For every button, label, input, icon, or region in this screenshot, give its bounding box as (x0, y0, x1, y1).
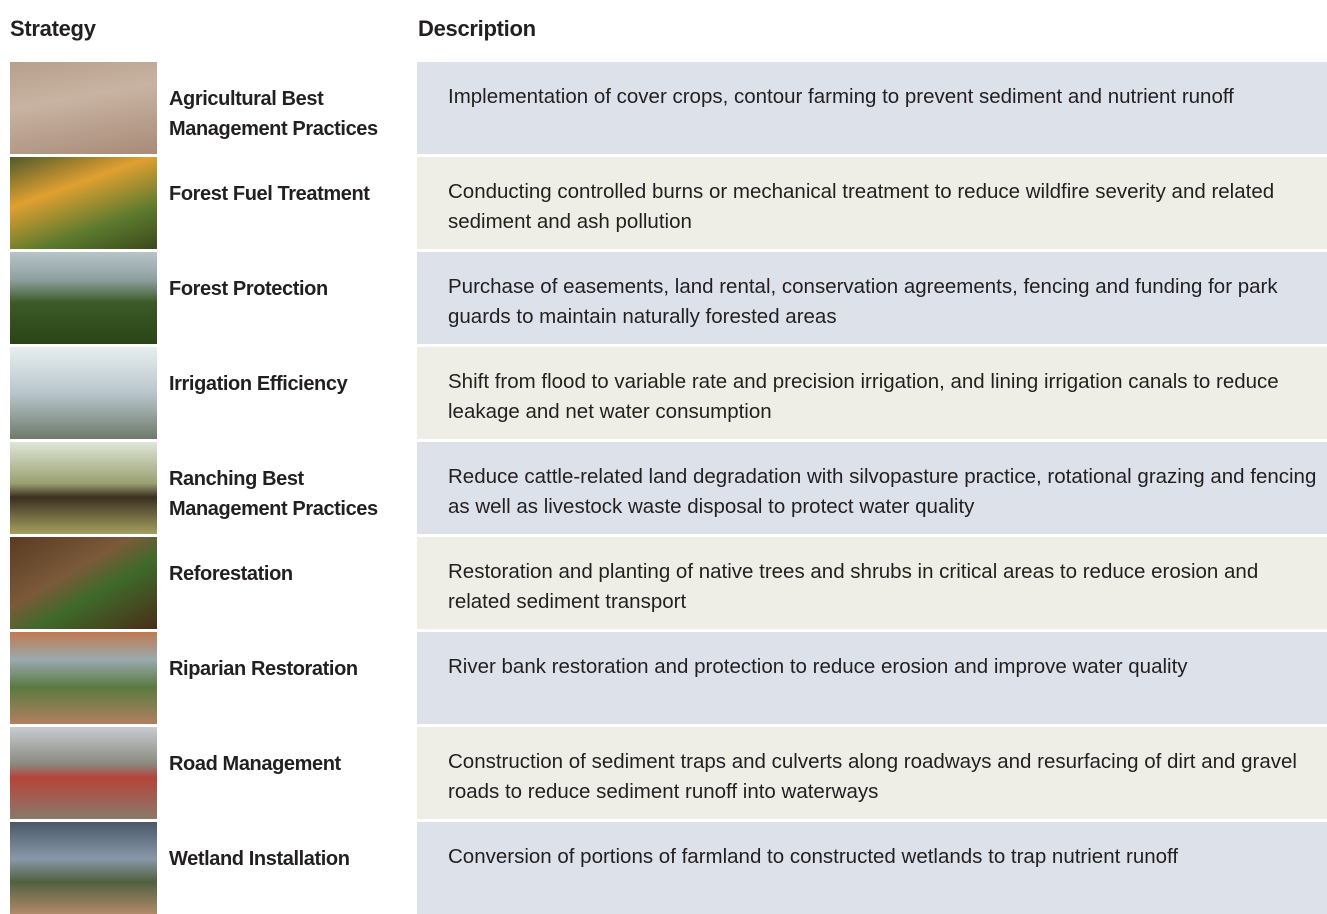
strategy-photo (10, 442, 157, 534)
table-row: Road Management Construction of sediment … (0, 727, 1327, 819)
description-cell: Conversion of portions of farmland to co… (417, 822, 1327, 914)
strategy-photo (10, 157, 157, 249)
table-row: Wetland Installation Conversion of portio… (0, 822, 1327, 914)
description-text: Conducting controlled burns or mechanica… (448, 180, 1275, 233)
strategy-photo (10, 632, 157, 724)
description-cell: Shift from flood to variable rate and pr… (417, 347, 1327, 439)
strategy-name: Forest Fuel Treatment (169, 183, 370, 205)
table-row: Agricultural Best Management Practices Im… (0, 62, 1327, 154)
strategy-photo (10, 822, 157, 914)
strategy-name: Irrigation Efficiency (169, 373, 348, 395)
strategy-name: Reforestation (169, 563, 293, 585)
strategy-photo (10, 537, 157, 629)
table-row: Ranching Best Management Practices Reduce… (0, 442, 1327, 534)
strategy-name: Wetland Installation (169, 848, 350, 870)
strategy-photo (10, 252, 157, 344)
table-row: Forest Fuel Treatment Conducting controll… (0, 157, 1327, 249)
description-text: Restoration and planting of native trees… (448, 560, 1259, 613)
strategy-name: Ranching Best Management Practices (169, 468, 378, 520)
strategy-name: Agricultural Best Management Practices (169, 88, 378, 140)
description-text: Construction of sediment traps and culve… (448, 750, 1297, 803)
description-text: River bank restoration and protection to… (448, 655, 1188, 678)
description-cell: Restoration and planting of native trees… (417, 537, 1327, 629)
description-text: Purchase of easements, land rental, cons… (448, 275, 1278, 328)
strategy-photo (10, 62, 157, 154)
column-header: Description (418, 16, 536, 41)
description-cell: Conducting controlled burns or mechanica… (417, 157, 1327, 249)
strategy-photo (10, 727, 157, 819)
description-cell: Reduce cattle-related land degradation w… (417, 442, 1327, 534)
description-cell: Implementation of cover crops, contour f… (417, 62, 1327, 154)
description-text: Implementation of cover crops, contour f… (448, 85, 1234, 108)
description-cell: River bank restoration and protection to… (417, 632, 1327, 724)
strategy-name: Forest Protection (169, 278, 328, 300)
strategy-name: Riparian Restoration (169, 658, 358, 680)
description-cell: Purchase of easements, land rental, cons… (417, 252, 1327, 344)
table-row: Irrigation Efficiency Shift from flood to… (0, 347, 1327, 439)
description-cell: Construction of sediment traps and culve… (417, 727, 1327, 819)
strategy-photo (10, 347, 157, 439)
column-header: Strategy (10, 16, 96, 41)
table-row: Reforestation Restoration and planting of… (0, 537, 1327, 629)
description-text: Conversion of portions of farmland to co… (448, 845, 1179, 868)
table-row: Riparian Restoration River bank restorati… (0, 632, 1327, 724)
table-row: Forest Protection Purchase of easements, … (0, 252, 1327, 344)
description-text: Reduce cattle-related land degradation w… (448, 465, 1317, 518)
strategy-name: Road Management (169, 753, 341, 775)
description-text: Shift from flood to variable rate and pr… (448, 370, 1279, 423)
